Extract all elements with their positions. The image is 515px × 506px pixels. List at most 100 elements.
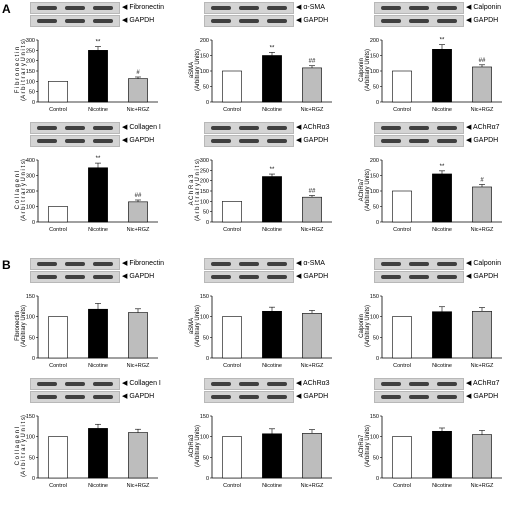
x-tick-label: Nicotine [262, 107, 282, 113]
x-tick-label: Nic+RGZ [301, 227, 324, 233]
arrow-left-icon: ◀ [122, 260, 130, 267]
bar [392, 436, 412, 479]
y-tick-label: 50 [29, 455, 35, 461]
blot-name: α-SMA [303, 260, 325, 267]
blot-band [37, 19, 57, 23]
blot-band [211, 395, 231, 399]
bar [262, 176, 282, 223]
x-tick-label: Nicotine [262, 227, 282, 233]
arrow-left-icon: ◀ [466, 380, 473, 387]
bar [472, 310, 492, 359]
bar [88, 167, 108, 223]
bar [128, 78, 148, 103]
chart-panel: ◀ α-SMA ◀ GAPDH aSMA (Arbitrary Units) 0 50 10… [182, 2, 342, 122]
y-tick-label: 0 [32, 476, 35, 482]
x-tick-label: Control [393, 107, 411, 113]
bar-chart: 0 50 100 150 Control Nicotine Nic+RGZ [200, 294, 332, 369]
blot-band [409, 382, 429, 386]
y-tick-label: 100 [200, 199, 209, 205]
blot-strip [30, 391, 120, 403]
blot-strip [374, 135, 464, 147]
bar [472, 66, 492, 103]
blot-label: ◀ Calponin [466, 259, 501, 267]
y-tick-label: 300 [26, 174, 35, 180]
y-tick-label: 0 [376, 220, 379, 226]
y-tick-label: 150 [370, 54, 379, 60]
bar [48, 206, 68, 223]
y-tick-label: 50 [29, 335, 35, 341]
x-tick-label: Nicotine [262, 483, 282, 489]
chart-panel: ◀ AChRα7 ◀ GAPDH AChRa7 (Arbitrary Units) 0 5… [352, 122, 512, 242]
significance-label: ** [440, 164, 445, 170]
significance-label: ## [479, 58, 486, 64]
significance-label: ** [96, 156, 101, 162]
y-tick-label: 0 [206, 476, 209, 482]
blot-label: ◀ GAPDH [122, 16, 154, 24]
bar [432, 48, 452, 103]
significance-label: ** [440, 38, 445, 44]
bar [302, 433, 322, 479]
bar [472, 434, 492, 479]
arrow-left-icon: ◀ [122, 17, 130, 24]
bar [392, 70, 412, 103]
y-tick-label: 50 [203, 85, 209, 91]
blot-band [437, 19, 457, 23]
blot-name: GAPDH [303, 393, 329, 400]
y-tick-label: 200 [370, 38, 379, 44]
x-tick-label: Control [49, 227, 67, 233]
blot-band [267, 19, 287, 23]
blot-band [381, 126, 401, 130]
blot-label: ◀ GAPDH [122, 136, 154, 144]
blot-name: AChRα3 [302, 124, 330, 131]
y-tick-label: 50 [373, 205, 379, 211]
x-tick-label: Nic+RGZ [127, 227, 150, 233]
blot-band [409, 139, 429, 143]
arrow-left-icon: ◀ [296, 380, 303, 387]
blot-band [65, 126, 85, 130]
bar [222, 201, 242, 223]
blot-band [211, 139, 231, 143]
y-tick-label: 0 [376, 476, 379, 482]
bar-chart: 0 50 100 150 Control Nicotine Nic+RGZ [370, 294, 502, 369]
significance-label: ## [135, 193, 142, 199]
blot-band [409, 6, 429, 10]
x-tick-label: Control [393, 483, 411, 489]
blot-band [65, 139, 85, 143]
blot-band [381, 6, 401, 10]
bar [302, 67, 322, 103]
x-tick-label: Control [393, 363, 411, 369]
blot-strip [30, 15, 120, 27]
blot-band [37, 126, 57, 130]
significance-label: # [480, 177, 484, 183]
bar [262, 55, 282, 103]
y-tick-label: 150 [26, 69, 35, 75]
bar-chart: 0 50 100 150 Control Nicotine Nic+RGZ [370, 414, 502, 489]
x-tick-label: Control [223, 107, 241, 113]
arrow-left-icon: ◀ [122, 273, 130, 280]
blot-band [381, 382, 401, 386]
bar [222, 436, 242, 479]
bar-chart: 0 50 100 150 200 250 300 Control ** Nicotine # Nic+… [26, 38, 158, 113]
y-tick-label: 0 [206, 100, 209, 106]
y-tick-label: 200 [370, 158, 379, 164]
blot-label: ◀ AChRα3 [296, 123, 330, 131]
blot-band [65, 382, 85, 386]
blot-strip [374, 15, 464, 27]
blot-label: ◀ GAPDH [466, 136, 498, 144]
arrow-left-icon: ◀ [466, 273, 474, 280]
blot-label: ◀ GAPDH [466, 392, 498, 400]
x-tick-label: Control [223, 363, 241, 369]
blot-name: GAPDH [129, 137, 155, 144]
y-tick-label: 200 [26, 59, 35, 65]
blot-band [65, 262, 85, 266]
bar [262, 433, 282, 479]
blot-band [239, 382, 259, 386]
x-tick-label: Control [49, 363, 67, 369]
bar-chart: 0 100 200 300 400 Control ** Nicotine ## Nic+RGZ [26, 156, 158, 233]
blot-band [239, 395, 259, 399]
bar [128, 432, 148, 479]
y-tick-label: 300 [200, 158, 209, 164]
blot-label: ◀ Collagen I [122, 123, 161, 131]
significance-label: ** [96, 40, 101, 46]
blot-band [93, 139, 113, 143]
